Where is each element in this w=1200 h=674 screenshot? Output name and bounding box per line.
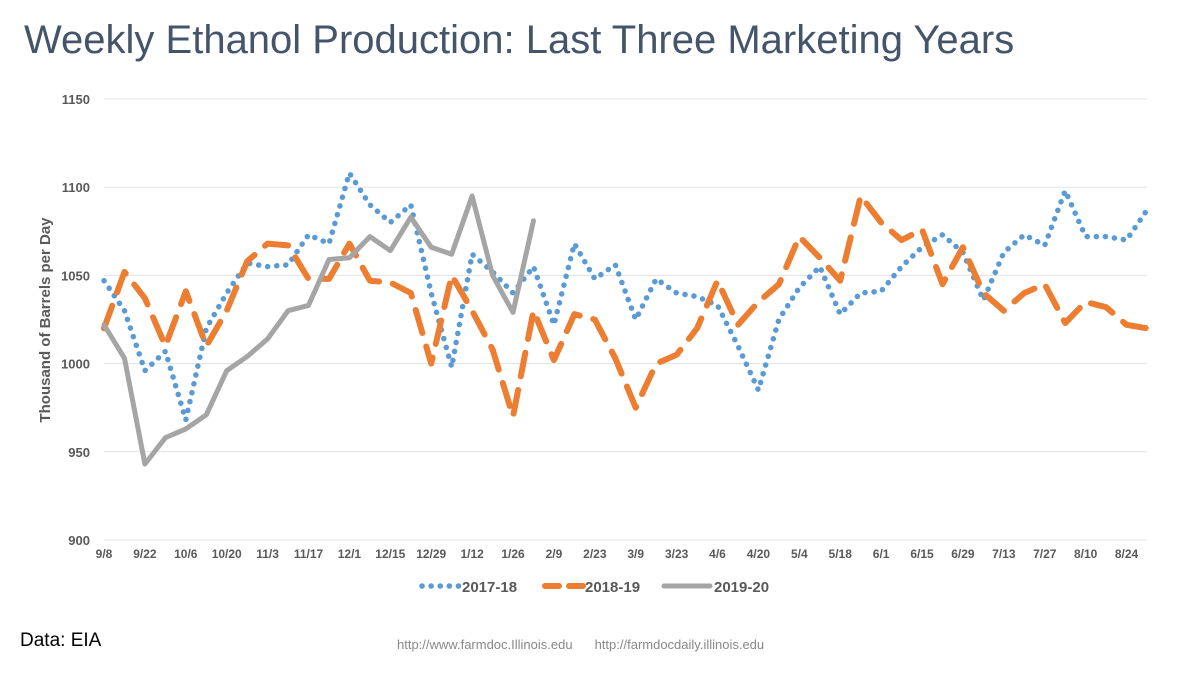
x-tick-label: 5/4 — [791, 547, 808, 561]
url-farmdocdaily: http://farmdocdaily.illinois.edu — [594, 637, 765, 652]
x-tick-label: 6/15 — [910, 547, 934, 561]
y-tick-label: 1150 — [62, 92, 90, 107]
x-tick-label: 10/20 — [212, 547, 242, 561]
x-tick-label: 8/24 — [1115, 547, 1139, 561]
x-tick-label: 6/29 — [951, 547, 975, 561]
x-tick-label: 3/23 — [665, 547, 689, 561]
x-tick-label: 8/10 — [1074, 547, 1098, 561]
series-line-2018-19 — [101, 193, 1150, 420]
y-tick-label: 950 — [68, 445, 90, 460]
x-tick-label: 12/15 — [375, 547, 405, 561]
x-tick-label: 9/8 — [96, 547, 113, 561]
y-axis-label: Thousand of Barrels per Day — [37, 217, 54, 423]
x-tick-label: 7/27 — [1033, 547, 1057, 561]
x-tick-label: 1/26 — [501, 547, 525, 561]
x-tick-label: 12/29 — [416, 547, 446, 561]
x-tick-label: 2/9 — [546, 547, 563, 561]
y-tick-label: 900 — [68, 533, 90, 548]
x-tick-label: 2/23 — [583, 547, 607, 561]
footer-urls: http://www.farmdoc.Illinois.edu http://fa… — [397, 637, 786, 652]
data-source: Data: EIA — [20, 630, 102, 651]
legend-label: 2018-19 — [585, 579, 640, 596]
y-tick-label: 1100 — [62, 180, 90, 195]
x-tick-label: 11/17 — [294, 547, 324, 561]
x-tick-label: 9/22 — [133, 547, 157, 561]
series-line-2019-20 — [101, 193, 536, 467]
y-tick-label: 1050 — [61, 268, 90, 283]
url-farmdoc: http://www.farmdoc.Illinois.edu — [397, 637, 573, 652]
legend-label: 2019-20 — [714, 579, 769, 596]
y-tick-label: 1000 — [61, 357, 90, 372]
legend-label: 2017-18 — [462, 579, 517, 596]
x-tick-label: 5/18 — [829, 547, 853, 561]
x-tick-label: 11/3 — [256, 547, 279, 561]
x-tick-label: 1/12 — [460, 547, 484, 561]
x-tick-label: 7/13 — [992, 547, 1016, 561]
x-tick-label: 12/1 — [338, 547, 362, 561]
page-title: Weekly Ethanol Production: Last Three Ma… — [24, 18, 1015, 62]
x-tick-label: 6/1 — [873, 547, 890, 561]
x-tick-label: 4/20 — [747, 547, 771, 561]
x-tick-label: 4/6 — [709, 547, 726, 561]
x-tick-label: 3/9 — [627, 547, 644, 561]
x-tick-label: 10/6 — [174, 547, 198, 561]
